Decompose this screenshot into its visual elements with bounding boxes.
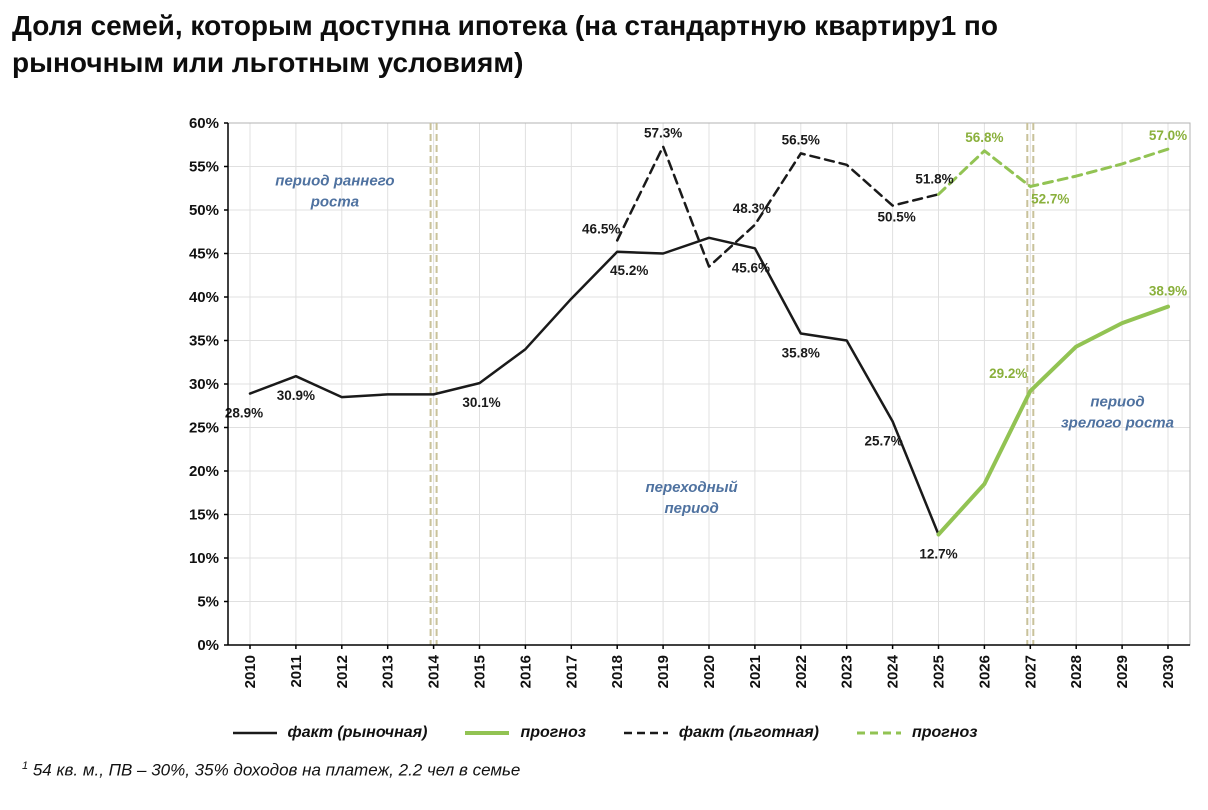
svg-text:52.7%: 52.7%	[1031, 192, 1069, 207]
svg-text:5%: 5%	[197, 594, 219, 611]
page-title: Доля семей, которым доступна ипотека (на…	[12, 10, 998, 78]
legend-item-3: прогноз	[855, 724, 977, 742]
svg-text:2018: 2018	[609, 655, 626, 688]
svg-text:2010: 2010	[242, 655, 259, 688]
svg-text:2022: 2022	[793, 655, 810, 688]
legend-item-0: факт (рыночная)	[231, 724, 428, 742]
svg-text:2012: 2012	[334, 655, 351, 688]
svg-text:25.7%: 25.7%	[864, 433, 902, 448]
svg-text:60%: 60%	[189, 115, 219, 132]
svg-text:2013: 2013	[380, 655, 397, 688]
point-labels: 28.9% 30.9% 30.1% 45.2% 45.6% 35.8% 25.7% 12.7%…	[225, 126, 1187, 562]
svg-text:57.3%: 57.3%	[644, 126, 682, 141]
svg-text:35%: 35%	[189, 333, 219, 350]
legend-line-sample	[856, 731, 901, 735]
svg-text:2029: 2029	[1114, 655, 1131, 688]
svg-text:57.0%: 57.0%	[1149, 128, 1187, 143]
series-line-3	[937, 147, 1170, 196]
footnote-text: 54 кв. м., ПВ – 30%, 35% доходов на плат…	[28, 760, 521, 780]
svg-text:2014: 2014	[426, 654, 443, 688]
svg-text:45.6%: 45.6%	[732, 260, 770, 275]
legend-label: прогноз	[520, 724, 586, 741]
svg-text:51.8%: 51.8%	[915, 171, 953, 186]
svg-text:10%: 10%	[189, 550, 219, 567]
legend-item-2: факт (льготная)	[622, 724, 819, 742]
legend-line-sample	[232, 731, 277, 735]
svg-text:30.1%: 30.1%	[462, 395, 500, 410]
x-axis-labels: 2010 2011 2012 2013 2014 2015 2016 2017 2018 2019…	[242, 645, 1177, 688]
y-axis-labels: 0% 5% 10% 15% 20% 25% 30% 35% 40% 45% 50% 55% 60%	[189, 115, 228, 654]
svg-text:30%: 30%	[189, 376, 219, 393]
line-chart: 28.9% 30.9% 30.1% 45.2% 45.6% 35.8% 25.7% 12.7%…	[189, 115, 1191, 688]
svg-text:38.9%: 38.9%	[1149, 284, 1187, 299]
svg-text:50.5%: 50.5%	[877, 210, 915, 225]
svg-text:2016: 2016	[517, 655, 534, 688]
svg-text:46.5%: 46.5%	[582, 221, 620, 236]
svg-text:2023: 2023	[839, 655, 856, 688]
svg-text:2027: 2027	[1022, 655, 1039, 688]
svg-text:28.9%: 28.9%	[225, 406, 263, 421]
series-line-0	[248, 236, 940, 536]
svg-text:55%: 55%	[189, 159, 219, 176]
svg-text:2020: 2020	[701, 655, 718, 688]
svg-text:40%: 40%	[189, 289, 219, 306]
svg-text:45%: 45%	[189, 246, 219, 263]
svg-text:35.8%: 35.8%	[782, 346, 820, 361]
svg-text:2019: 2019	[655, 655, 672, 688]
svg-text:2011: 2011	[288, 655, 305, 688]
gridlines	[228, 122, 1190, 645]
footnote: 1 54 кв. м., ПВ – 30%, 35% доходов на пл…	[22, 760, 520, 781]
series-line-1	[936, 304, 1170, 537]
svg-text:12.7%: 12.7%	[919, 547, 957, 562]
svg-text:2024: 2024	[885, 654, 902, 688]
period-annotations: период раннего роста переходный период перио…	[275, 173, 1174, 517]
svg-text:30.9%: 30.9%	[277, 388, 315, 403]
svg-text:2028: 2028	[1068, 655, 1085, 688]
svg-text:25%: 25%	[189, 420, 219, 437]
svg-text:50%: 50%	[189, 202, 219, 219]
period-divider-lines	[429, 123, 1035, 645]
svg-text:56.8%: 56.8%	[965, 130, 1003, 145]
footnote-marker: 1	[22, 760, 29, 772]
legend-item-1: прогноз	[463, 724, 586, 742]
series-line-2	[615, 145, 940, 268]
svg-text:45.2%: 45.2%	[610, 263, 648, 278]
svg-text:29.2%: 29.2%	[989, 366, 1027, 381]
svg-text:48.3%: 48.3%	[733, 201, 771, 216]
chart-legend: факт (рыночная) прогноз факт (льготная) про…	[0, 724, 1208, 742]
legend-label: прогноз	[911, 724, 978, 741]
legend-label: факт (льготная)	[678, 724, 819, 741]
svg-text:15%: 15%	[189, 507, 219, 524]
svg-text:2025: 2025	[931, 655, 948, 688]
svg-text:2017: 2017	[563, 655, 580, 688]
svg-text:0%: 0%	[197, 637, 219, 654]
svg-text:20%: 20%	[189, 463, 219, 480]
svg-text:2030: 2030	[1160, 655, 1177, 688]
legend-line-sample	[465, 731, 510, 735]
svg-text:2015: 2015	[472, 655, 489, 688]
svg-text:2021: 2021	[747, 655, 764, 688]
legend-line-sample	[623, 731, 668, 735]
legend-label: факт (рыночная)	[287, 724, 428, 741]
svg-text:2026: 2026	[976, 655, 993, 688]
svg-text:56.5%: 56.5%	[782, 132, 820, 147]
